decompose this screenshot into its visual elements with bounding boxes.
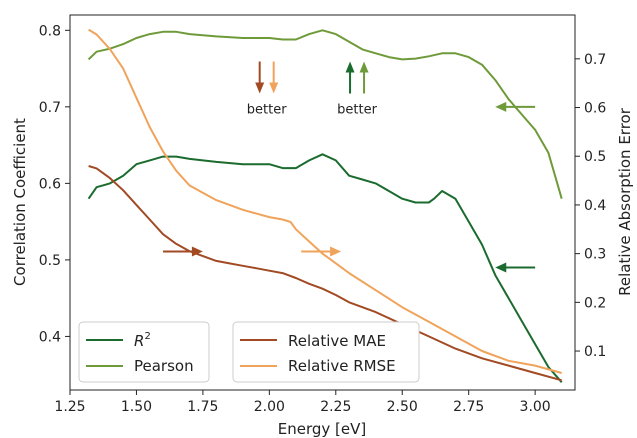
x-tick-label: 2.50 bbox=[387, 399, 418, 415]
x-axis-label: Energy [eV] bbox=[278, 420, 366, 438]
right-y-tick-label: 0.7 bbox=[584, 52, 606, 68]
legend-right-box bbox=[232, 321, 420, 383]
better-arrow-head bbox=[345, 61, 355, 73]
right-y-tick-label: 0.5 bbox=[584, 149, 606, 165]
x-tick-label: 2.25 bbox=[320, 399, 351, 415]
x-tick-label: 1.50 bbox=[121, 399, 152, 415]
right-y-axis-label: Relative Absorption Error bbox=[616, 107, 634, 296]
series-line-relative-rmse bbox=[88, 28, 562, 374]
better-arrow-head bbox=[359, 61, 369, 73]
left-y-axis-label: Correlation Coefficient bbox=[11, 118, 29, 286]
legend-mae-label: Relative MAE bbox=[288, 332, 386, 350]
right-y-tick-label: 0.6 bbox=[584, 101, 606, 117]
left-y-tick-label: 0.5 bbox=[39, 253, 61, 269]
x-tick-label: 1.25 bbox=[54, 399, 85, 415]
legend-rmse-label: Relative RMSE bbox=[288, 357, 396, 375]
better-arrow-head bbox=[269, 82, 279, 94]
right-y-axis-ticks: 0.1 0.2 0.3 0.4 0.5 0.6 0.7 bbox=[575, 52, 606, 360]
x-tick-label: 1.75 bbox=[187, 399, 218, 415]
legend-right: Relative MAE Relative RMSE bbox=[232, 321, 420, 383]
legend-r2-superscript: 2 bbox=[144, 331, 150, 342]
legend-left: R2 Pearson bbox=[78, 321, 210, 383]
annotation-arrow-head bbox=[495, 101, 507, 112]
series-line-relative-mae bbox=[88, 165, 562, 382]
legend-pearson-label: Pearson bbox=[134, 357, 194, 375]
annotation-layer: better better bbox=[163, 61, 536, 273]
series-line-pearson bbox=[87, 29, 563, 199]
legend-r2-base: R bbox=[134, 332, 144, 350]
better-label: better bbox=[337, 103, 377, 118]
better-label: better bbox=[247, 103, 287, 118]
left-y-tick-label: 0.4 bbox=[39, 329, 61, 345]
left-y-axis-ticks: 0.4 0.5 0.6 0.7 0.8 bbox=[39, 23, 70, 345]
series-layer bbox=[87, 28, 563, 383]
left-y-tick-label: 0.8 bbox=[39, 23, 61, 39]
annotation-arrow-head bbox=[330, 246, 342, 257]
x-axis-ticks: 1.25 1.50 1.75 2.00 2.25 2.50 2.75 3.00 bbox=[54, 390, 551, 415]
right-y-tick-label: 0.1 bbox=[584, 344, 606, 360]
left-y-tick-label: 0.7 bbox=[39, 100, 61, 116]
better-arrow-head bbox=[255, 82, 265, 94]
annotation-arrow-head bbox=[191, 246, 203, 257]
right-y-tick-label: 0.2 bbox=[584, 295, 606, 311]
plot-frame bbox=[69, 14, 576, 391]
series-line-r2 bbox=[87, 153, 563, 383]
x-tick-label: 3.00 bbox=[520, 399, 551, 415]
annotation-arrow-head bbox=[495, 262, 507, 273]
x-tick-label: 2.75 bbox=[453, 399, 484, 415]
right-y-tick-label: 0.4 bbox=[584, 198, 606, 214]
x-tick-label: 2.00 bbox=[254, 399, 285, 415]
right-y-tick-label: 0.3 bbox=[584, 247, 606, 263]
legend-r2-label: R2 bbox=[134, 331, 151, 350]
left-y-tick-label: 0.6 bbox=[39, 176, 61, 192]
